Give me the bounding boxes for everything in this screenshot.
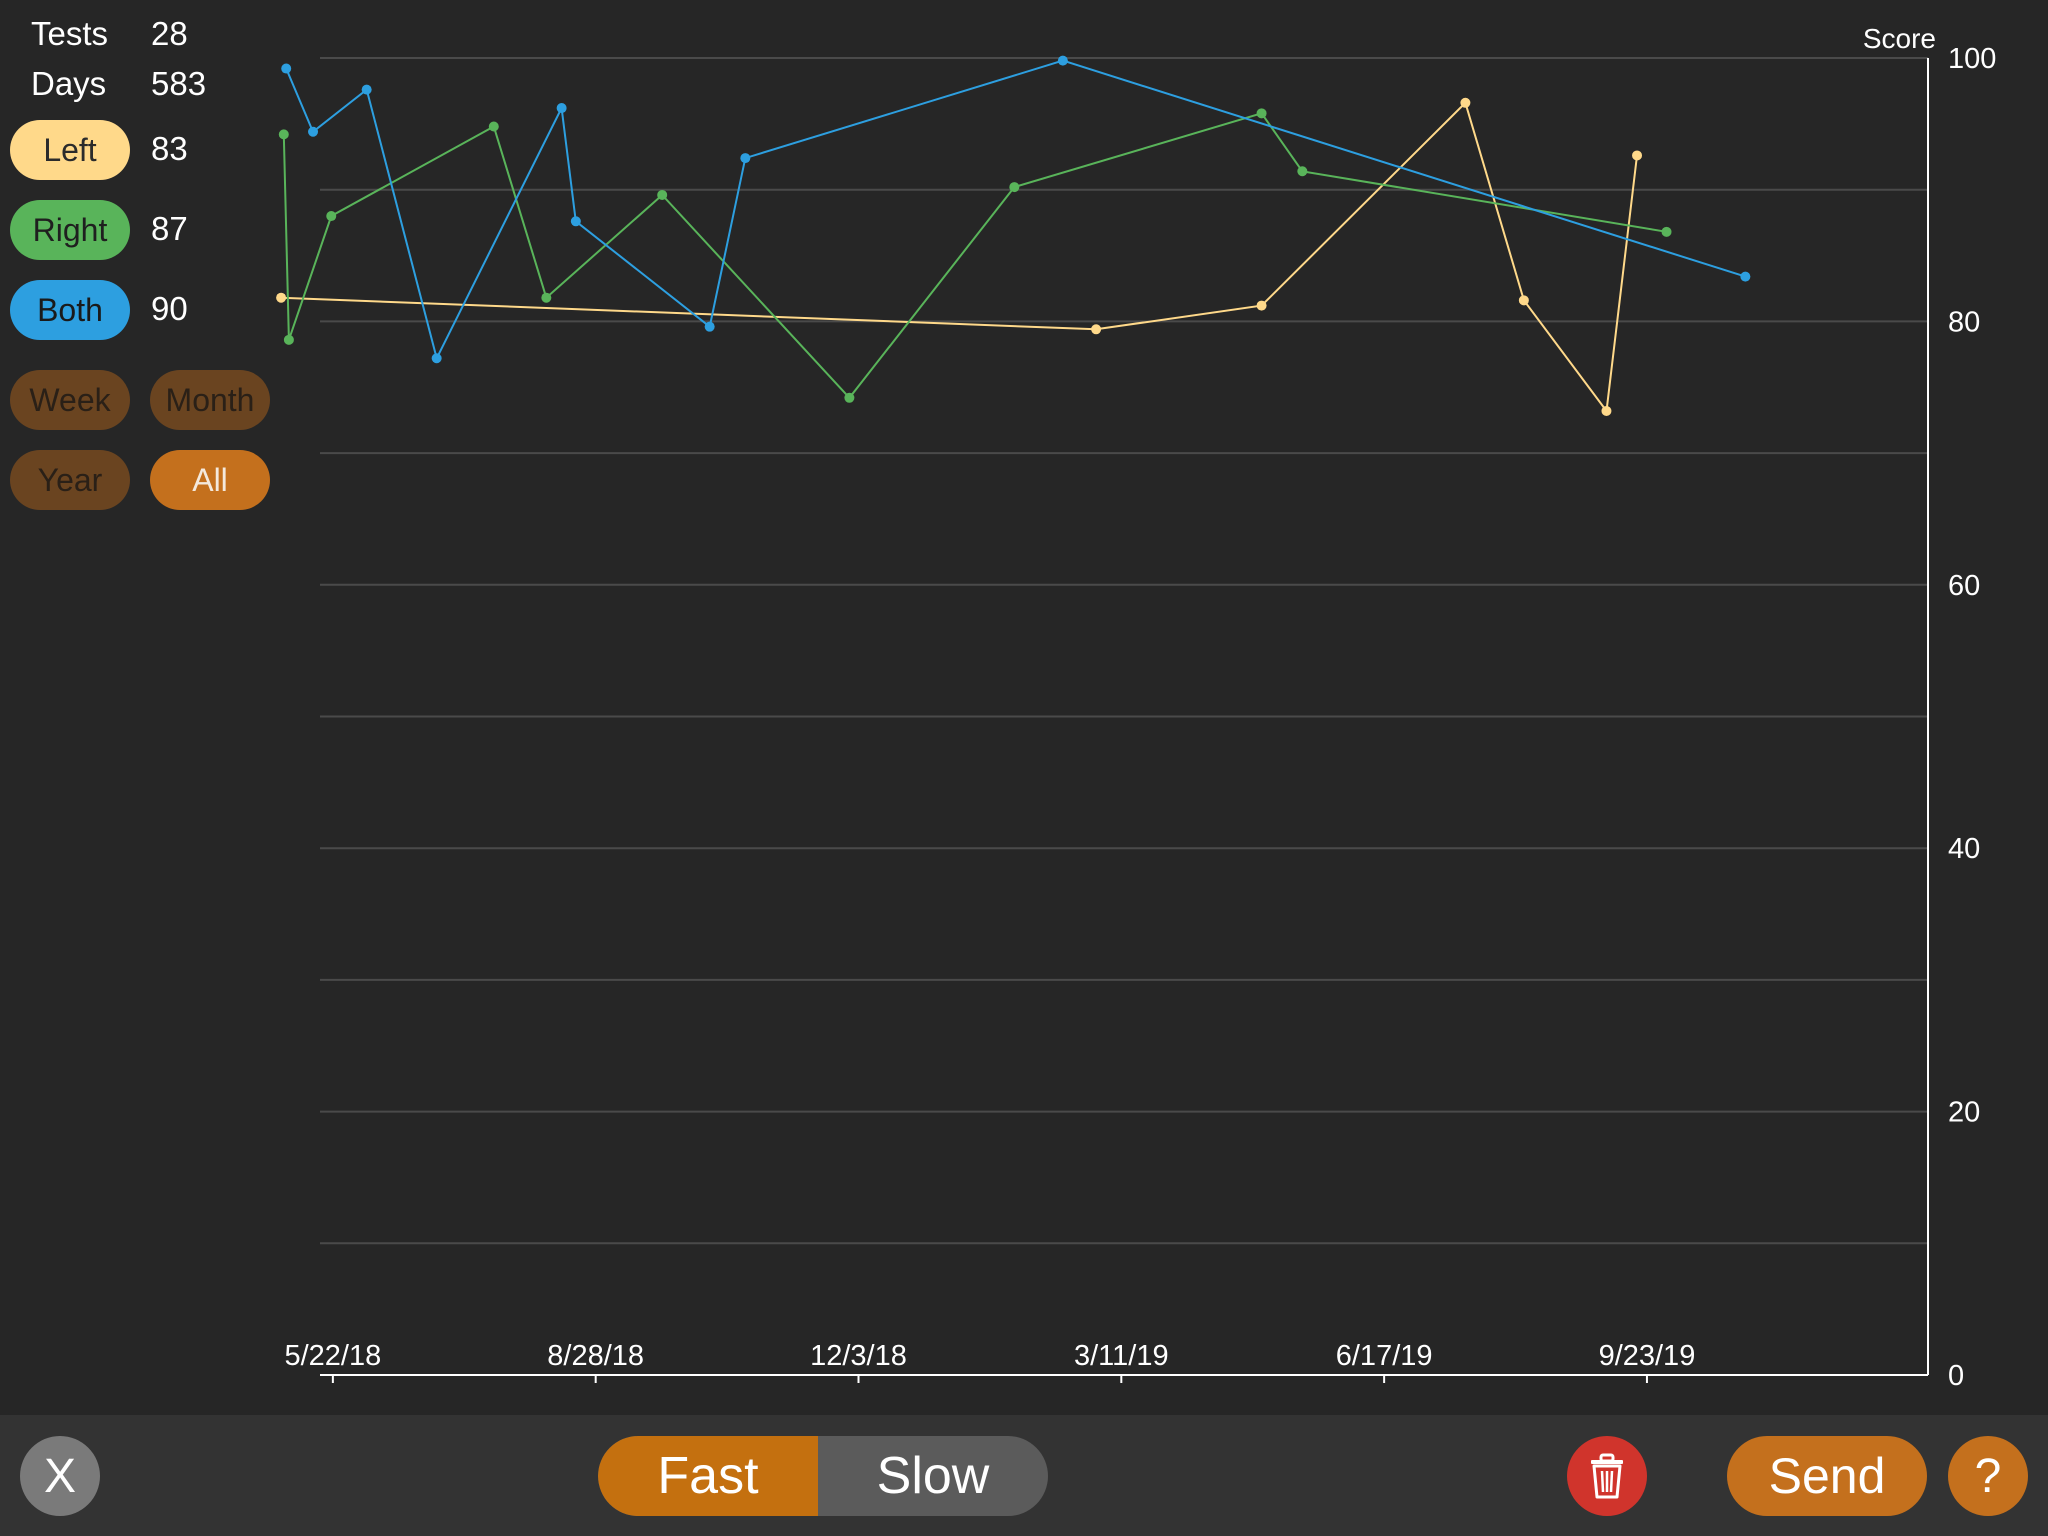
y-tick-label: 100 <box>1948 43 1996 75</box>
data-point-both <box>1740 271 1751 282</box>
data-point-both <box>361 84 372 95</box>
series-line-right <box>282 112 1667 400</box>
y-tick-label: 40 <box>1948 833 1980 865</box>
y-tick-label: 80 <box>1948 306 1980 338</box>
series-line-both <box>285 59 1746 362</box>
y-tick-label: 20 <box>1948 1097 1980 1129</box>
data-point-both <box>1057 55 1068 66</box>
tests-label: Tests <box>31 15 109 52</box>
right-ear-toggle[interactable]: Right <box>10 200 130 260</box>
tests-value: 28 <box>151 15 188 52</box>
data-point-right <box>283 334 294 345</box>
data-point-right <box>844 392 855 403</box>
slow-segment[interactable]: Slow <box>876 1447 990 1505</box>
data-point-left <box>1460 97 1471 108</box>
y-tick-label: 60 <box>1948 570 1980 602</box>
y-tick-label: 0 <box>1948 1360 1964 1392</box>
trash-icon <box>1591 1453 1623 1499</box>
series-lines <box>276 55 1751 416</box>
range-week-button[interactable]: Week <box>10 370 130 430</box>
data-point-right <box>1009 182 1020 193</box>
days-label: Days <box>31 65 107 102</box>
data-point-right <box>1661 226 1672 237</box>
days-value: 583 <box>151 65 207 102</box>
data-point-both <box>281 63 292 74</box>
delete-button[interactable] <box>1567 1436 1647 1516</box>
data-point-both <box>740 153 751 164</box>
data-point-left <box>1632 150 1643 161</box>
x-tick-label: 9/23/19 <box>1599 1340 1696 1372</box>
data-point-right <box>541 292 552 303</box>
axes: 0 20 40 60 80 100 5/22/18 8/28/18 12/3/18 3/11/19… <box>284 43 1996 1392</box>
data-point-both <box>570 216 581 227</box>
y-axis-title: Score <box>1863 23 1936 54</box>
grid-lines <box>320 57 1928 1245</box>
score-chart: 0 20 40 60 80 100 5/22/18 8/28/18 12/3/18 3/11/19… <box>276 23 1996 1392</box>
data-point-right <box>1297 166 1308 177</box>
range-month-button[interactable]: Month <box>150 370 270 430</box>
range-year-button[interactable]: Year <box>10 450 130 510</box>
data-point-right <box>1256 108 1267 119</box>
x-tick-label: 6/17/19 <box>1336 1340 1433 1372</box>
data-point-both <box>556 103 567 114</box>
data-point-left <box>276 292 287 303</box>
left-ear-score: 83 <box>151 130 188 167</box>
both-ears-toggle[interactable]: Both <box>10 280 130 340</box>
data-point-right <box>657 189 668 200</box>
x-tick-label: 5/22/18 <box>284 1340 381 1372</box>
close-button[interactable]: X <box>20 1436 100 1516</box>
data-point-right <box>278 129 289 140</box>
data-point-left <box>1518 295 1529 306</box>
data-point-left <box>1601 405 1612 416</box>
x-tick-label: 12/3/18 <box>810 1340 907 1372</box>
speed-segmented-control: Fast Slow <box>598 1436 1048 1516</box>
data-point-right <box>326 211 337 222</box>
send-button[interactable]: Send <box>1727 1436 1927 1516</box>
data-point-both <box>431 353 442 364</box>
data-point-left <box>1091 324 1102 335</box>
data-point-left <box>1256 300 1267 311</box>
data-point-right <box>488 121 499 132</box>
both-ears-score: 90 <box>151 290 188 327</box>
fast-segment[interactable]: Fast <box>598 1436 818 1516</box>
data-point-both <box>308 126 319 137</box>
right-ear-score: 87 <box>151 210 188 247</box>
x-tick-label: 3/11/19 <box>1074 1340 1169 1372</box>
x-tick-label: 8/28/18 <box>547 1340 644 1372</box>
left-ear-toggle[interactable]: Left <box>10 120 130 180</box>
help-button[interactable]: ? <box>1948 1436 2028 1516</box>
data-point-both <box>704 321 715 332</box>
range-all-button[interactable]: All <box>150 450 270 510</box>
